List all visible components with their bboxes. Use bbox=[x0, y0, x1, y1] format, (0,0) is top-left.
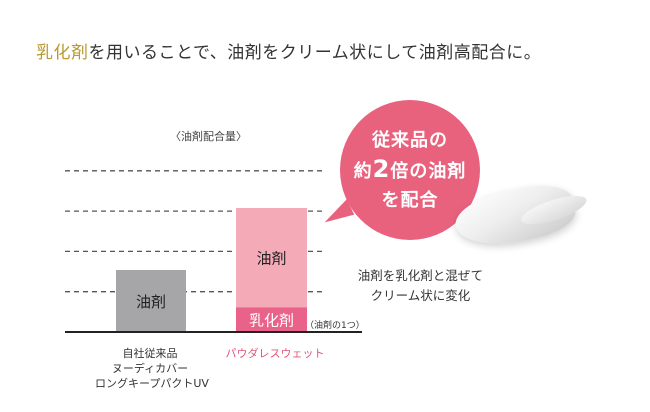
mix-note-line1: 油剤を乳化剤と混ぜて bbox=[357, 268, 484, 283]
xlabel-conventional: 自社従来品 ヌーディカバー ロングキープパクトUV bbox=[95, 346, 209, 391]
headline-rest: を用いることで、油剤をクリーム状にして油剤高配合に。 bbox=[88, 43, 542, 63]
bar-new-oil-label: 油剤 bbox=[256, 250, 286, 268]
callout-line2: 約2倍の油剤 bbox=[354, 155, 467, 186]
xlabel-conventional-line1: 自社従来品 bbox=[122, 347, 178, 360]
mix-note: 油剤を乳化剤と混ぜて クリーム状に変化 bbox=[328, 266, 513, 306]
mix-note-line2: クリーム状に変化 bbox=[370, 288, 471, 303]
chart-title: 〈油剤配合量〉 bbox=[170, 130, 247, 143]
bar-conventional-label: 油剤 bbox=[136, 293, 166, 311]
xlabel-new-product: パウダレスウェット bbox=[225, 347, 325, 360]
xlabel-conventional-line2: ヌーディカバー bbox=[111, 362, 189, 375]
headline: 乳化剤を用いることで、油剤をクリーム状にして油剤高配合に。 bbox=[36, 38, 541, 63]
emulsifier-note: （油剤の1つ） bbox=[305, 321, 365, 331]
xlabel-conventional-line3: ロングキープパクトUV bbox=[95, 377, 209, 390]
callout-line2-num: 2 bbox=[372, 154, 391, 183]
bar-new-emulsifier-label: 乳化剤 bbox=[249, 312, 294, 330]
callout-line2-pre: 約 bbox=[353, 160, 373, 182]
callout-line3: を配合 bbox=[381, 189, 439, 211]
bar-new-emulsifier bbox=[236, 307, 307, 332]
headline-accent: 乳化剤 bbox=[36, 43, 89, 63]
bar-conventional-oil bbox=[116, 270, 186, 332]
bar-new-oil bbox=[236, 208, 307, 308]
callout-line1: 従来品の bbox=[372, 129, 448, 151]
callout-line2-post: 倍の油剤 bbox=[390, 160, 467, 182]
